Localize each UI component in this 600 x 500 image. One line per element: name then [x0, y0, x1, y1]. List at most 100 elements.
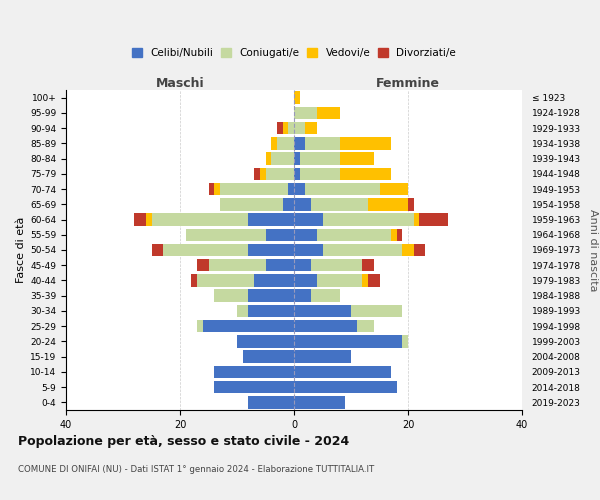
Bar [237, 335, 294, 347]
Bar [414, 244, 425, 256]
Bar [323, 214, 414, 226]
Bar [289, 122, 294, 134]
Bar [197, 274, 254, 286]
Bar [265, 228, 294, 241]
Bar [294, 320, 356, 332]
Bar [294, 304, 351, 317]
Text: Maschi: Maschi [155, 77, 205, 90]
Bar [294, 335, 403, 347]
Text: COMUNE DI ONIFAI (NU) - Dati ISTAT 1° gennaio 2024 - Elaborazione TUTTITALIA.IT: COMUNE DI ONIFAI (NU) - Dati ISTAT 1° ge… [18, 465, 374, 474]
Bar [248, 396, 294, 408]
Bar [254, 168, 260, 180]
Y-axis label: Anni di nascita: Anni di nascita [587, 209, 598, 291]
Bar [242, 350, 294, 363]
Y-axis label: Fasce di età: Fasce di età [16, 217, 26, 283]
Bar [403, 244, 414, 256]
Bar [397, 228, 403, 241]
Bar [260, 168, 265, 180]
Bar [277, 137, 294, 149]
Bar [265, 168, 294, 180]
Text: Popolazione per età, sesso e stato civile - 2024: Popolazione per età, sesso e stato civil… [18, 435, 349, 448]
Bar [220, 198, 283, 210]
Bar [311, 290, 340, 302]
Bar [294, 122, 305, 134]
Bar [248, 304, 294, 317]
Bar [340, 137, 391, 149]
Bar [356, 320, 374, 332]
Bar [294, 92, 300, 104]
Bar [214, 366, 294, 378]
Bar [294, 106, 317, 119]
Bar [214, 381, 294, 394]
Bar [186, 228, 265, 241]
Bar [294, 259, 311, 272]
Bar [283, 198, 294, 210]
Bar [340, 168, 391, 180]
Bar [265, 259, 294, 272]
Bar [408, 198, 414, 210]
Text: Femmine: Femmine [376, 77, 440, 90]
Bar [294, 137, 305, 149]
Bar [300, 168, 340, 180]
Bar [197, 259, 209, 272]
Bar [294, 228, 317, 241]
Bar [294, 290, 311, 302]
Bar [311, 198, 368, 210]
Bar [294, 168, 300, 180]
Bar [289, 183, 294, 196]
Bar [265, 152, 271, 165]
Bar [368, 198, 408, 210]
Legend: Celibi/Nubili, Coniugati/e, Vedovi/e, Divorziati/e: Celibi/Nubili, Coniugati/e, Vedovi/e, Di… [128, 44, 460, 62]
Bar [294, 198, 311, 210]
Bar [340, 152, 374, 165]
Bar [248, 244, 294, 256]
Bar [294, 350, 351, 363]
Bar [300, 152, 340, 165]
Bar [271, 152, 294, 165]
Bar [305, 183, 380, 196]
Bar [203, 320, 294, 332]
Bar [317, 106, 340, 119]
Bar [368, 274, 380, 286]
Bar [391, 228, 397, 241]
Bar [248, 290, 294, 302]
Bar [163, 244, 248, 256]
Bar [305, 137, 340, 149]
Bar [151, 244, 163, 256]
Bar [294, 274, 317, 286]
Bar [146, 214, 151, 226]
Bar [283, 122, 289, 134]
Bar [323, 244, 403, 256]
Bar [271, 137, 277, 149]
Bar [294, 214, 323, 226]
Bar [317, 228, 391, 241]
Bar [151, 214, 248, 226]
Bar [277, 122, 283, 134]
Bar [351, 304, 403, 317]
Bar [209, 183, 214, 196]
Bar [214, 290, 248, 302]
Bar [294, 366, 391, 378]
Bar [362, 274, 368, 286]
Bar [403, 335, 408, 347]
Bar [209, 259, 265, 272]
Bar [380, 183, 408, 196]
Bar [134, 214, 146, 226]
Bar [294, 381, 397, 394]
Bar [305, 122, 317, 134]
Bar [294, 183, 305, 196]
Bar [294, 244, 323, 256]
Bar [362, 259, 374, 272]
Bar [294, 396, 346, 408]
Bar [248, 214, 294, 226]
Bar [220, 183, 289, 196]
Bar [317, 274, 362, 286]
Bar [419, 214, 448, 226]
Bar [197, 320, 203, 332]
Bar [191, 274, 197, 286]
Bar [237, 304, 248, 317]
Bar [294, 152, 300, 165]
Bar [414, 214, 419, 226]
Bar [214, 183, 220, 196]
Bar [311, 259, 362, 272]
